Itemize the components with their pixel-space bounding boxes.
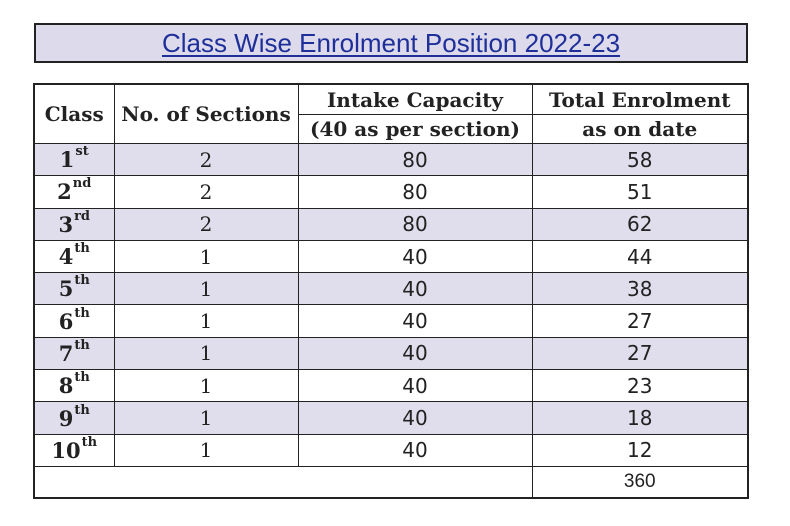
header-sections: No. of Sections xyxy=(113,83,299,144)
total-enrolment-cell: 58 xyxy=(531,142,749,177)
class-cell: 1st xyxy=(33,142,115,177)
class-ordinal-suffix: th xyxy=(74,273,90,289)
header-total-enrolment-line2: as on date xyxy=(582,116,698,141)
header-intake-capacity-line1: Intake Capacity xyxy=(298,86,532,115)
class-number: 1 xyxy=(59,147,75,173)
table-row: 5th 1 40 38 xyxy=(33,272,749,306)
class-ordinal-suffix: nd xyxy=(72,176,92,192)
sections-cell: 2 xyxy=(113,142,299,177)
class-cell: 7th xyxy=(33,336,115,371)
sections-cell: 1 xyxy=(113,272,299,306)
table-row: 4th 1 40 44 xyxy=(33,239,749,274)
table-row: 3rd 2 80 62 xyxy=(33,207,749,241)
total-enrolment-cell: 12 xyxy=(531,433,749,467)
total-enrolment-cell: 18 xyxy=(531,401,749,435)
total-enrolment-cell: 62 xyxy=(531,207,749,241)
header-total-enrolment-line1: Total Enrolment xyxy=(532,86,747,115)
class-ordinal-suffix: st xyxy=(75,144,89,160)
class-number: 6 xyxy=(58,308,74,334)
total-row: 360 xyxy=(33,465,749,499)
enrolment-table: Class No. of Sections Intake Capacity (4… xyxy=(33,83,749,499)
sections-cell: 1 xyxy=(113,304,299,338)
sections-cell: 1 xyxy=(113,336,299,371)
total-row-blank xyxy=(33,465,533,499)
sections-cell: 2 xyxy=(113,175,299,209)
intake-capacity-cell: 40 xyxy=(297,239,533,274)
total-enrolment-value: 360 xyxy=(531,465,749,499)
class-cell: 9th xyxy=(33,401,115,435)
class-number: 5 xyxy=(58,276,74,302)
table-row: 1st 2 80 58 xyxy=(33,142,749,177)
class-ordinal-suffix: rd xyxy=(74,208,91,224)
total-enrolment-cell: 27 xyxy=(531,336,749,371)
total-enrolment-cell: 23 xyxy=(531,369,749,403)
class-cell: 4th xyxy=(33,239,115,274)
class-number: 2 xyxy=(57,179,72,205)
intake-capacity-cell: 40 xyxy=(297,433,533,467)
header-class: Class xyxy=(33,83,115,144)
table-header-row: Class No. of Sections Intake Capacity (4… xyxy=(33,83,749,144)
class-ordinal-suffix: th xyxy=(81,434,98,450)
sections-cell: 1 xyxy=(113,369,299,403)
intake-capacity-cell: 80 xyxy=(297,207,533,241)
total-enrolment-cell: 44 xyxy=(531,239,749,274)
intake-capacity-cell: 80 xyxy=(297,175,533,209)
total-enrolment-cell: 38 xyxy=(531,272,749,306)
sections-cell: 1 xyxy=(113,239,299,274)
class-cell: 6th xyxy=(33,304,115,338)
intake-capacity-cell: 40 xyxy=(297,369,533,403)
table-row: 10th 1 40 12 xyxy=(33,433,749,467)
class-number: 9 xyxy=(58,405,74,431)
sections-cell: 2 xyxy=(113,207,299,241)
table-row: 8th 1 40 23 xyxy=(33,369,749,403)
table-row: 2nd 2 80 51 xyxy=(33,175,749,209)
class-cell: 3rd xyxy=(33,207,115,241)
class-ordinal-suffix: th xyxy=(74,370,90,386)
table-body: 1st 2 80 58 2nd 2 80 51 3rd 2 80 62 4th 1 40 44 5th 1 40 38… xyxy=(33,142,749,467)
page-title: Class Wise Enrolment Position 2022-23 xyxy=(161,27,621,58)
header-total-enrolment: Total Enrolment as on date xyxy=(531,83,749,144)
class-cell: 10th xyxy=(33,433,115,467)
title-banner: Class Wise Enrolment Position 2022-23 xyxy=(34,23,748,63)
intake-capacity-cell: 40 xyxy=(297,401,533,435)
class-number: 3 xyxy=(58,211,74,237)
class-number: 7 xyxy=(58,340,74,366)
header-intake-capacity: Intake Capacity (40 as per section) xyxy=(297,83,533,144)
table-row: 6th 1 40 27 xyxy=(33,304,749,338)
intake-capacity-cell: 80 xyxy=(297,142,533,177)
header-intake-capacity-line2: (40 as per section) xyxy=(310,116,520,141)
class-number: 4 xyxy=(58,244,74,270)
class-ordinal-suffix: th xyxy=(74,402,90,418)
class-number: 8 xyxy=(58,373,74,399)
class-number: 10 xyxy=(51,437,81,463)
intake-capacity-cell: 40 xyxy=(297,304,533,338)
intake-capacity-cell: 40 xyxy=(297,336,533,371)
class-cell: 5th xyxy=(33,272,115,306)
class-ordinal-suffix: th xyxy=(74,337,90,353)
class-ordinal-suffix: th xyxy=(74,305,90,321)
total-enrolment-cell: 51 xyxy=(531,175,749,209)
total-enrolment-cell: 27 xyxy=(531,304,749,338)
table-row: 9th 1 40 18 xyxy=(33,401,749,435)
intake-capacity-cell: 40 xyxy=(297,272,533,306)
class-ordinal-suffix: th xyxy=(74,241,90,257)
sections-cell: 1 xyxy=(113,433,299,467)
sections-cell: 1 xyxy=(113,401,299,435)
class-cell: 8th xyxy=(33,369,115,403)
table-row: 7th 1 40 27 xyxy=(33,336,749,371)
class-cell: 2nd xyxy=(33,175,115,209)
